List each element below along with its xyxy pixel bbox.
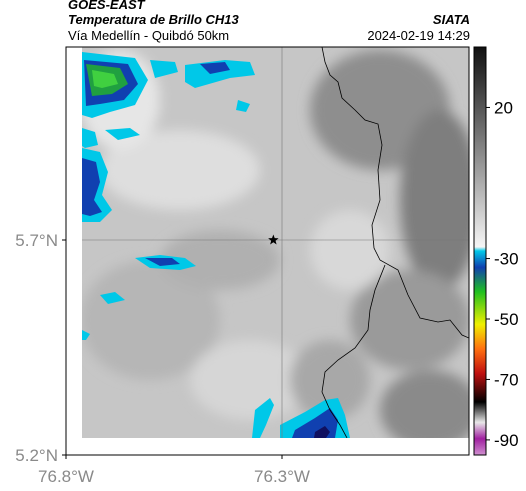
product-title: Temperatura de Brillo CH13 <box>68 12 239 27</box>
colorbar-tick-label: -30 <box>494 250 519 269</box>
x-tick-label: 76.8°W <box>38 467 94 486</box>
colorbar-tick-label: -50 <box>494 310 519 329</box>
source-title: GOES-EAST <box>68 0 145 12</box>
colorbar-tick-label: -90 <box>494 431 519 450</box>
agency-label: SIATA <box>432 12 470 27</box>
axis-ticks: 5.7°N 5.2°N 76.8°W 76.3°W <box>15 231 310 486</box>
brightness-field <box>82 47 469 438</box>
x-tick-label: 76.3°W <box>254 467 310 486</box>
y-tick-label: 5.2°N <box>15 446 58 465</box>
datetime-label: 2024-02-19 14:29 <box>367 28 470 43</box>
river-line <box>321 264 386 438</box>
colorbar-tick-label: -70 <box>494 370 519 389</box>
border-line <box>321 47 469 339</box>
cold-cloud-features <box>82 52 350 438</box>
colorbar-ticks: 20 -30 -50 -70 -90 <box>486 98 519 450</box>
y-tick-label: 5.7°N <box>15 231 58 250</box>
star-marker <box>268 234 279 245</box>
colorbar-tick-label: 20 <box>494 98 513 117</box>
plot-frame <box>65 46 470 456</box>
colorbar <box>473 46 487 456</box>
region-subtitle: Vía Medellín - Quibdó 50km <box>68 28 230 43</box>
